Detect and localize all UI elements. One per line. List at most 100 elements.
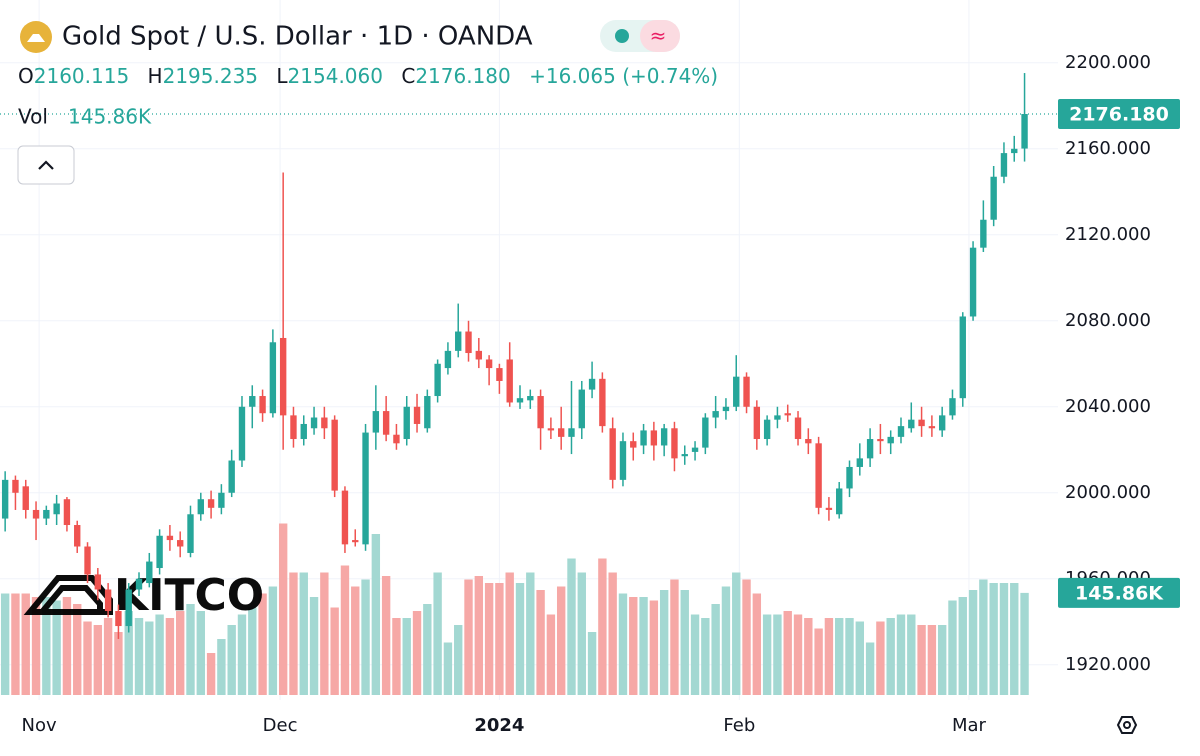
candle-body — [722, 406, 730, 412]
candle-body — [578, 389, 585, 429]
volume-bar — [721, 586, 731, 695]
candle-body — [444, 350, 452, 369]
candle-body — [527, 396, 534, 401]
volume-bar — [227, 625, 236, 695]
candle-body — [537, 396, 544, 429]
volume-bar — [783, 611, 792, 695]
volume-bar — [454, 625, 463, 695]
volume-bar — [114, 632, 123, 695]
candle-body — [516, 398, 524, 403]
candle-body — [825, 507, 833, 510]
candle-body — [702, 417, 709, 448]
candle-body — [887, 436, 894, 444]
volume-bar — [309, 597, 319, 695]
candle-body — [609, 428, 616, 480]
y-tick-label: 2200.000 — [1065, 52, 1151, 73]
candle-body — [918, 419, 925, 427]
candle-body — [43, 509, 50, 519]
candle-body — [187, 514, 194, 553]
volume-bar — [639, 597, 648, 695]
volume-bar — [464, 579, 473, 695]
candle-body — [640, 430, 647, 446]
volume-bar — [752, 593, 762, 695]
candle-body — [465, 331, 472, 354]
ohlc-value: 2154.060 — [288, 64, 383, 88]
candle-body — [249, 396, 256, 407]
volume-bar — [855, 621, 864, 695]
volume-bar — [474, 576, 484, 695]
volume-bar — [248, 607, 257, 695]
ohlc-value: 2176.180 — [415, 64, 510, 88]
candle-body — [588, 378, 596, 390]
volume-bar — [536, 590, 545, 695]
x-tick-label: Mar — [952, 715, 987, 736]
candle-body — [475, 350, 483, 360]
icon-bars — [27, 34, 45, 42]
axis-layer: 1920.0001960.0002000.0002040.0002080.000… — [0, 52, 1180, 736]
volume-bar — [93, 625, 103, 695]
candle-body — [619, 441, 627, 480]
volume-bar — [206, 653, 216, 695]
volume-bar — [423, 604, 432, 695]
candle-body — [269, 342, 277, 414]
volume-bar — [443, 642, 453, 695]
volume-bar — [865, 642, 875, 695]
candle-body — [197, 499, 204, 515]
volume-bar — [402, 618, 411, 695]
volume-bar — [608, 572, 617, 695]
volume-bar — [381, 576, 391, 695]
candle-body — [279, 337, 287, 416]
volume-bar — [11, 593, 20, 695]
candle-body — [969, 247, 977, 317]
candle-body — [362, 432, 369, 545]
candle-body — [990, 176, 997, 220]
volume-bar — [268, 586, 278, 695]
volume-bar — [134, 618, 144, 695]
volume-bar — [31, 597, 41, 695]
volume-bar — [917, 625, 926, 695]
volume-bar — [103, 618, 113, 695]
title: Gold Spot / U.S. Dollar · 1D · OANDA — [62, 22, 533, 52]
volume-bar — [340, 565, 350, 695]
volume-bar — [196, 611, 205, 695]
candle-body — [753, 406, 761, 440]
candle-body — [691, 447, 699, 452]
candle-body — [228, 460, 235, 493]
status-badge — [640, 20, 680, 52]
volume-label: Vol — [18, 105, 48, 129]
y-tick-label: 1920.000 — [1065, 654, 1151, 675]
candle-body — [177, 540, 184, 547]
candle-body — [794, 417, 802, 440]
settings-button[interactable] — [1116, 716, 1138, 734]
candle-body — [1011, 148, 1018, 154]
candle-body — [485, 359, 493, 369]
candle-body — [290, 415, 297, 440]
volume-bar — [176, 611, 185, 695]
volume-bar — [1020, 592, 1029, 695]
wave-icon: ≈ — [650, 24, 667, 48]
volume-bar — [762, 614, 772, 695]
candle-body — [877, 439, 884, 442]
candle-body — [712, 411, 719, 418]
candle-body — [125, 589, 132, 627]
header: Gold Spot / U.S. Dollar · 1D · OANDA ≈ O… — [17, 20, 718, 185]
volume-bar — [577, 572, 586, 695]
collapse-button[interactable] — [17, 145, 75, 185]
y-tick-label: 2080.000 — [1065, 310, 1151, 331]
candle-body — [12, 479, 19, 493]
price-tag: 2176.180 — [1069, 104, 1169, 126]
candle-body — [372, 411, 380, 433]
volume-bar — [598, 558, 607, 695]
volume-bar — [701, 618, 710, 695]
candle-body — [784, 413, 791, 416]
candle-body — [32, 509, 40, 519]
candle-body — [146, 561, 153, 584]
volume-bar — [73, 604, 82, 695]
candle-body — [424, 396, 431, 429]
volume-bar — [21, 593, 30, 695]
candle-body — [763, 419, 771, 440]
candle-body — [331, 419, 338, 491]
candle-body — [959, 316, 966, 399]
x-tick-label: 2024 — [474, 715, 524, 736]
